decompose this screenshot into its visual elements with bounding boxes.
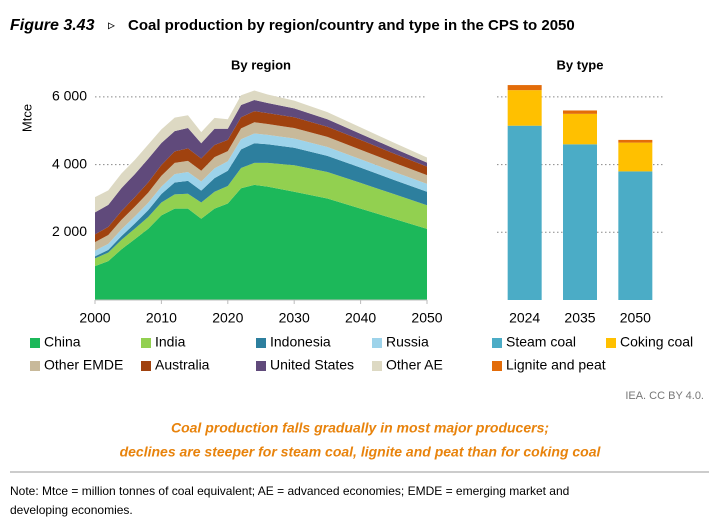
caption: declines are steeper for steam coal, lig… <box>120 444 602 460</box>
area <box>95 162 427 267</box>
legend-swatch <box>372 338 382 348</box>
area <box>95 122 427 251</box>
bar-segment <box>563 144 597 300</box>
x-tick-label: 2035 <box>564 310 595 326</box>
legend-label: Australia <box>155 357 210 373</box>
legend-swatch <box>256 338 266 348</box>
x-tick-label: 2050 <box>620 310 651 326</box>
legend-label: Other EMDE <box>44 357 123 373</box>
y-tick-label: 6 000 <box>52 88 87 104</box>
bar-segment <box>507 90 542 126</box>
y-tick-label: 2 000 <box>52 223 87 239</box>
bar-segment <box>618 171 653 300</box>
legend-swatch <box>256 361 266 371</box>
bar-segment <box>563 110 597 114</box>
x-tick-label: 2010 <box>146 310 177 326</box>
figure-arrow: ▹ <box>108 17 115 33</box>
x-tick-label: 2020 <box>212 310 243 326</box>
x-tick-label: 2030 <box>279 310 310 326</box>
legend-swatch <box>492 361 502 371</box>
legend-label: Other AE <box>386 357 443 373</box>
bar-segment <box>507 125 542 300</box>
legend-label: Steam coal <box>506 334 576 350</box>
legend-swatch <box>492 338 502 348</box>
x-tick-label: 2000 <box>79 310 110 326</box>
bar-segment <box>618 142 653 172</box>
chart-title: By region <box>231 57 291 72</box>
area <box>95 99 427 235</box>
legend-label: Indonesia <box>270 334 331 350</box>
note: developing economies. <box>10 503 133 517</box>
bar-segment <box>618 139 653 143</box>
figure-label: Figure 3.43 <box>10 17 95 34</box>
x-tick-label: 2040 <box>345 310 376 326</box>
legend-label: Coking coal <box>620 334 693 350</box>
legend-label: China <box>44 334 81 350</box>
chart-title: By type <box>557 57 604 72</box>
y-tick-label: 4 000 <box>52 155 87 171</box>
figure-title: Coal production by region/country and ty… <box>128 17 575 34</box>
legend-swatch <box>141 361 151 371</box>
legend-label: United States <box>270 357 354 373</box>
legend-swatch <box>141 338 151 348</box>
bar-segment <box>563 113 597 145</box>
legend-label: Lignite and peat <box>506 357 606 373</box>
legend-swatch <box>372 361 382 371</box>
legend-swatch <box>30 361 40 371</box>
bar-segment <box>507 85 542 91</box>
caption: Coal production falls gradually in most … <box>171 420 549 436</box>
legend-label: Russia <box>386 334 429 350</box>
x-tick-label: 2050 <box>411 310 442 326</box>
source: IEA. CC BY 4.0. <box>625 390 704 402</box>
legend-swatch <box>30 338 40 348</box>
note: Note: Mtce = million tonnes of coal equi… <box>10 484 569 498</box>
area <box>95 90 427 213</box>
y-axis-label: Mtce <box>19 104 34 132</box>
x-tick-label: 2024 <box>509 310 540 326</box>
area <box>95 184 427 300</box>
area <box>95 143 427 259</box>
legend-label: India <box>155 334 186 350</box>
legend-swatch <box>606 338 616 348</box>
